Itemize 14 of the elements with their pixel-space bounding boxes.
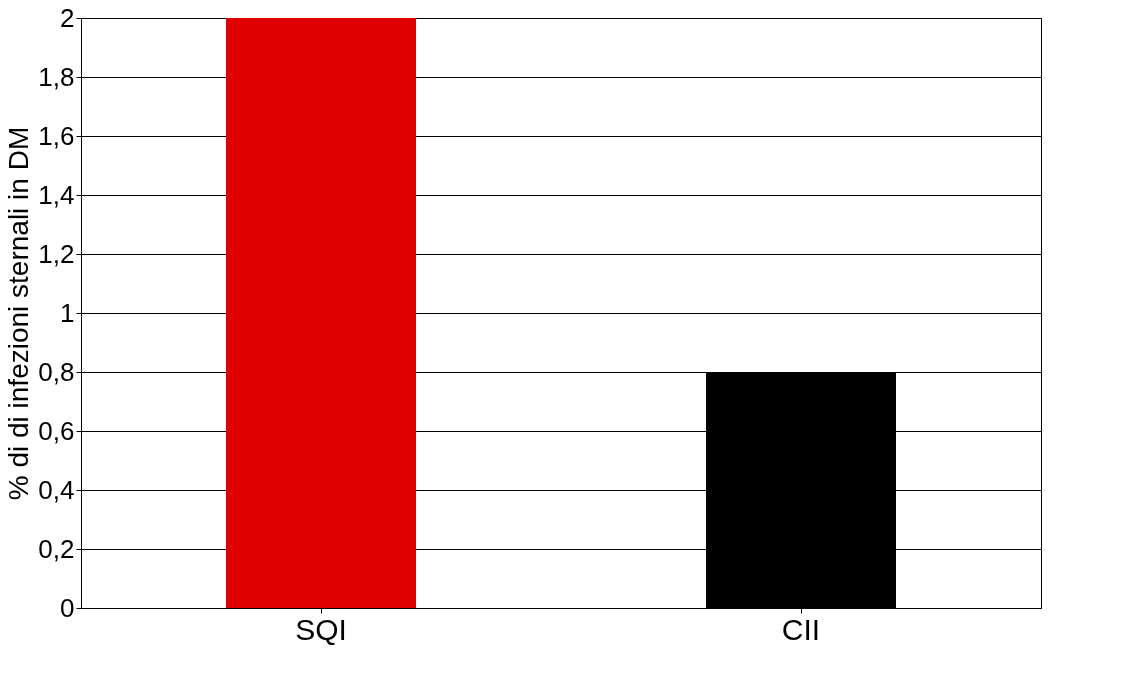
y-tick-label: 1 [60, 297, 75, 328]
x-tick-label: SQI [295, 612, 347, 646]
x-tick-label: CII [781, 612, 821, 646]
y-tick-label: 0,6 [38, 415, 75, 446]
y-tick-label: 1,2 [38, 238, 75, 269]
y-tick-label: 1,8 [38, 61, 75, 92]
y-tick-label: 2 [60, 2, 75, 33]
y-axis-title: % di di infezioni sternali in DM [3, 126, 35, 501]
y-tick-label: 1,4 [38, 179, 75, 210]
y-tick-label: 0 [60, 592, 75, 623]
y-tick-label: 0,4 [38, 474, 75, 505]
y-tick-label: 0,2 [38, 533, 75, 564]
y-tick-label: 0,8 [38, 356, 75, 387]
y-tick-label: 1,6 [38, 120, 75, 151]
